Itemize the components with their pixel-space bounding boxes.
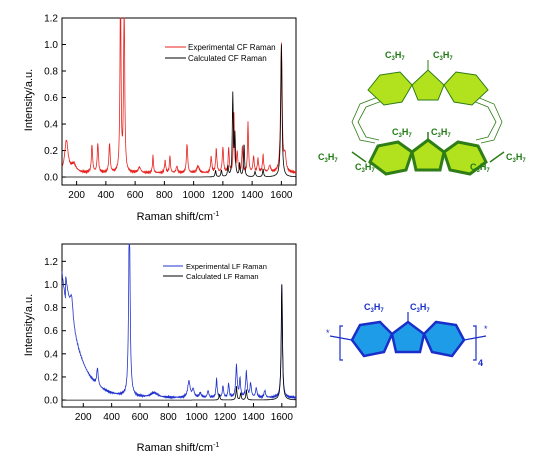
y-axis-label: Intensity/a.u. — [23, 69, 35, 131]
lf-end-star-right: * — [484, 324, 488, 334]
chart-lf-raman: 200 400 600 800 1000 1200 1400 1600 0.0 0.2 0.4 0.6… — [23, 243, 297, 454]
x-tick-label: 800 — [156, 190, 173, 201]
x-tick-label: 400 — [98, 190, 115, 201]
legend: Experimental LF Raman Calculated LF Rama… — [163, 262, 267, 281]
x-tick-label: 1400 — [241, 190, 264, 201]
cf-top-fluorene — [367, 60, 489, 106]
series-line-experimental — [61, 243, 297, 400]
plot-frame — [61, 17, 297, 186]
x-axis-label: Raman shift/cm-1 — [137, 442, 220, 454]
y-tick-label: 0.4 — [44, 120, 58, 131]
y-tick-label: 1.0 — [44, 280, 58, 291]
x-tick-label: 1000 — [183, 190, 206, 201]
x-tick-label: 200 — [75, 412, 92, 423]
legend: Experimental CF Raman Calculated CF Rama… — [165, 43, 276, 63]
cf-label-left-2: C3H7 — [355, 162, 375, 174]
x-tick-label: 1600 — [270, 190, 293, 201]
lf-end-star-left: * — [326, 328, 330, 338]
x-tick-label: 600 — [132, 412, 149, 423]
series-group — [61, 17, 297, 178]
y-tick-label: 0.8 — [44, 67, 58, 78]
cf-bottom-fluorene — [351, 132, 505, 176]
x-tick-label: 600 — [127, 190, 144, 201]
x-tick-label: 1200 — [214, 412, 237, 423]
lf-label-right: C3H7 — [410, 302, 430, 314]
x-axis-label: Raman shift/cm-1 — [137, 211, 220, 223]
y-tick-label: 1.2 — [44, 257, 58, 268]
y-tick-label: 0.0 — [44, 396, 58, 407]
axis-ticks: 200 400 600 800 1000 1200 1400 1600 0.0 0.2 0.4 0.6… — [44, 257, 293, 423]
x-tick-label: 400 — [103, 412, 120, 423]
cf-label-right-2: C3H7 — [506, 152, 526, 164]
y-tick-label: 0.2 — [44, 372, 58, 383]
x-tick-label: 1000 — [186, 412, 209, 423]
plot-frame — [61, 243, 297, 408]
cf-molecule-illustration: C3H7 C3H7 C3H7 C3H7 C3H7 C3H7 C3H7 C3H7 — [318, 50, 526, 176]
x-tick-label: 1200 — [212, 190, 235, 201]
chart-cf-raman: 200 400 600 800 1000 1200 1400 1600 0.0 0.2 0.4 0.6… — [23, 14, 297, 223]
series-line-calculated — [62, 44, 296, 178]
y-axis-label: Intensity/a.u. — [23, 294, 35, 356]
x-tick-label: 200 — [68, 190, 85, 201]
y-tick-label: 0.0 — [44, 173, 58, 184]
y-tick-label: 1.2 — [44, 14, 58, 25]
cf-label-left-1: C3H7 — [318, 152, 338, 164]
y-tick-label: 0.8 — [44, 303, 58, 314]
x-tick-label: 800 — [160, 412, 177, 423]
lf-substituent-labels: C3H7 C3H7 4 — [364, 302, 483, 368]
series-line-calculated — [62, 284, 296, 401]
y-tick-label: 0.4 — [44, 349, 58, 360]
x-tick-label: 1600 — [271, 412, 294, 423]
series-group — [61, 243, 297, 401]
cf-label-top-left: C3H7 — [385, 50, 405, 62]
cf-label-right-1: C3H7 — [470, 162, 490, 174]
lf-label-left: C3H7 — [364, 302, 384, 314]
lf-repeat-count: 4 — [478, 358, 483, 368]
legend-label-calculated-cf: Calculated CF Raman — [188, 54, 267, 63]
cf-label-mid-right: C3H7 — [431, 127, 451, 139]
x-tick-label: 1400 — [242, 412, 265, 423]
cf-side-linkers — [351, 96, 503, 144]
legend-label-experimental-cf: Experimental CF Raman — [188, 43, 276, 52]
y-tick-label: 1.0 — [44, 40, 58, 51]
legend-label-calculated-lf: Calculated LF Raman — [186, 272, 259, 281]
series-line-experimental — [61, 17, 297, 175]
cf-substituent-labels: C3H7 C3H7 C3H7 C3H7 C3H7 C3H7 C3H7 C3H7 — [318, 50, 526, 174]
cf-label-mid-left: C3H7 — [392, 127, 412, 139]
lf-molecule-illustration: * * C3H7 C3H7 4 — [326, 302, 488, 368]
y-tick-label: 0.6 — [44, 93, 58, 104]
y-tick-label: 0.2 — [44, 146, 58, 157]
lf-brackets — [329, 325, 487, 361]
y-tick-label: 0.6 — [44, 326, 58, 337]
cf-label-top-right: C3H7 — [433, 50, 453, 62]
lf-fluorene — [350, 312, 466, 358]
legend-label-experimental-lf: Experimental LF Raman — [186, 262, 267, 271]
